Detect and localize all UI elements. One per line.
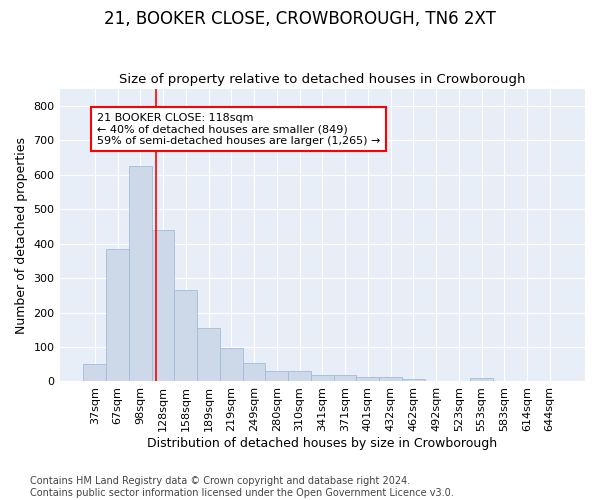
Text: 21, BOOKER CLOSE, CROWBOROUGH, TN6 2XT: 21, BOOKER CLOSE, CROWBOROUGH, TN6 2XT (104, 10, 496, 28)
Bar (402, 378, 425, 382)
Bar (356, 377, 379, 382)
Title: Size of property relative to detached houses in Crowborough: Size of property relative to detached ho… (119, 73, 526, 86)
X-axis label: Distribution of detached houses by size in Crowborough: Distribution of detached houses by size … (147, 437, 497, 450)
Bar (197, 328, 220, 382)
Bar (220, 348, 242, 382)
Bar (152, 230, 175, 382)
Text: 21 BOOKER CLOSE: 118sqm
← 40% of detached houses are smaller (849)
59% of semi-d: 21 BOOKER CLOSE: 118sqm ← 40% of detache… (97, 112, 380, 146)
Bar (379, 377, 402, 382)
Bar (265, 371, 288, 382)
Bar (175, 290, 197, 382)
Bar (106, 249, 129, 382)
Bar (242, 362, 265, 382)
Bar (470, 378, 493, 382)
Bar (288, 371, 311, 382)
Bar (129, 166, 152, 382)
Bar (83, 364, 106, 382)
Y-axis label: Number of detached properties: Number of detached properties (15, 136, 28, 334)
Text: Contains HM Land Registry data © Crown copyright and database right 2024.
Contai: Contains HM Land Registry data © Crown c… (30, 476, 454, 498)
Bar (311, 376, 334, 382)
Bar (334, 376, 356, 382)
